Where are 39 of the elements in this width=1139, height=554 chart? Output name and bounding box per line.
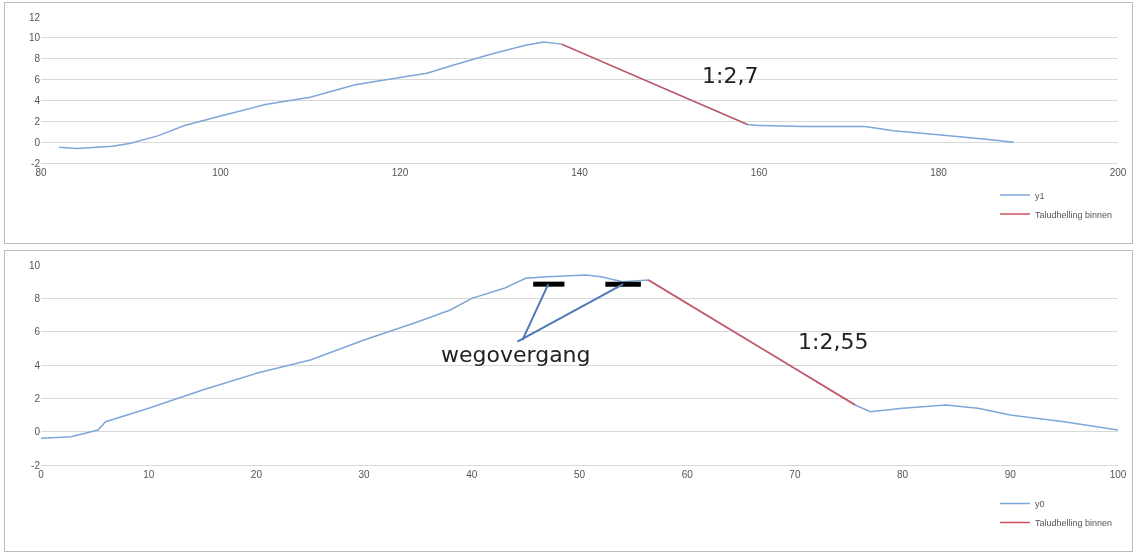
y-tick-label: 4 [34, 94, 41, 106]
y-tick-label: -2 [31, 157, 41, 169]
x-tick-label: 200 [1109, 167, 1127, 178]
legend-label: y1 [1035, 190, 1045, 201]
annotation: wegovergang [441, 342, 591, 367]
y-tick-label: 0 [34, 426, 41, 438]
x-tick-label: 120 [391, 167, 409, 178]
x-tick-label: 50 [573, 469, 586, 480]
y-tick-label: -2 [31, 459, 41, 471]
x-tick-label: 70 [789, 469, 801, 480]
legend-label: y0 [1035, 499, 1045, 510]
y-tick-label: 6 [34, 74, 41, 86]
y-tick-label: 8 [34, 292, 41, 304]
y-tick-label: 0 [34, 136, 41, 148]
x-tick-label: 60 [681, 469, 694, 480]
x-tick-label: 80 [897, 469, 909, 480]
y-tick-label: 10 [28, 259, 41, 271]
x-tick-label: 20 [250, 469, 263, 480]
x-tick-label: 100 [212, 167, 230, 178]
annotation: 1:2,55 [798, 329, 869, 354]
legend-label: Taludhelling binnen [1035, 209, 1113, 220]
annotation: 1:2,7 [702, 63, 759, 88]
x-tick-label: 100 [1109, 469, 1127, 480]
x-tick-label: 90 [1004, 469, 1017, 480]
x-tick-label: 180 [930, 167, 948, 178]
legend-label: Taludhelling binnen [1035, 518, 1113, 529]
x-tick-label: 140 [571, 167, 589, 178]
x-tick-label: 40 [466, 469, 478, 480]
y-tick-label: 10 [28, 32, 41, 44]
y-tick-label: 8 [34, 53, 41, 65]
x-tick-label: 10 [143, 469, 155, 480]
y-tick-label: 4 [34, 359, 41, 371]
y-tick-label: 6 [34, 326, 41, 338]
y-tick-label: 12 [28, 11, 41, 23]
y-tick-label: 2 [34, 392, 41, 404]
x-tick-label: 80 [35, 167, 47, 178]
y-tick-label: 2 [34, 115, 41, 127]
x-tick-label: 30 [358, 469, 371, 480]
x-tick-label: 160 [750, 167, 768, 178]
